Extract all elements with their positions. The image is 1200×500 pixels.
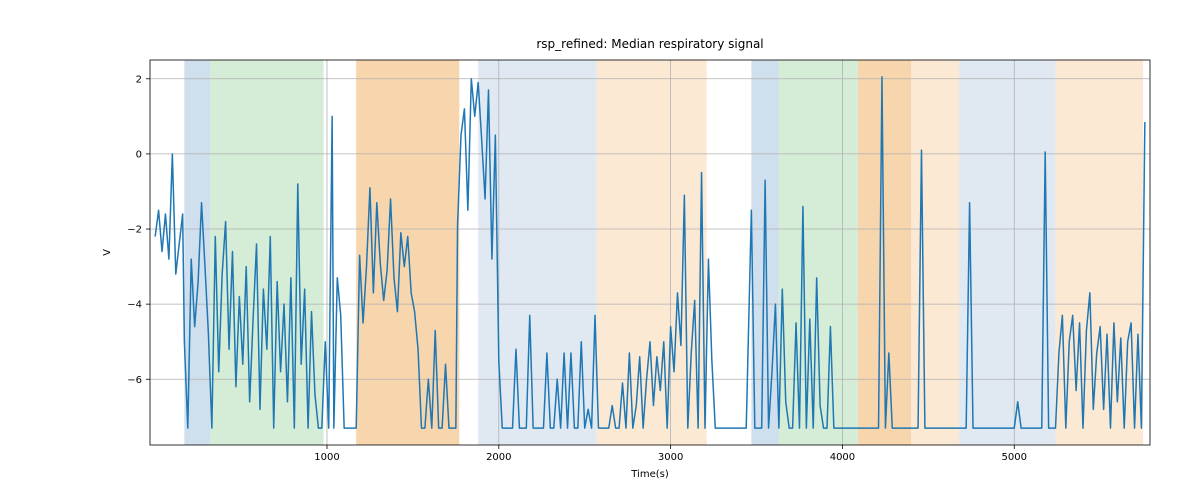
band — [779, 60, 858, 445]
chart-svg: rsp_refined: Median respiratory signal 1… — [0, 0, 1200, 500]
x-tick-label: 4000 — [830, 452, 855, 463]
y-tick-label: 0 — [136, 149, 142, 160]
chart-container: rsp_refined: Median respiratory signal 1… — [0, 0, 1200, 500]
x-tick-label: 1000 — [314, 452, 339, 463]
y-ticks: −6 −4 −2 0 2 — [127, 74, 150, 385]
band — [1055, 60, 1143, 445]
y-tick-label: 2 — [136, 74, 142, 85]
x-tick-label: 5000 — [1002, 452, 1027, 463]
x-tick-label: 3000 — [658, 452, 683, 463]
x-tick-label: 2000 — [486, 452, 511, 463]
y-tick-label: −4 — [127, 300, 142, 311]
x-ticks: 1000 2000 3000 4000 5000 — [314, 445, 1027, 463]
x-axis-label: Time(s) — [630, 469, 669, 480]
plot-area — [150, 60, 1150, 445]
y-axis-label: V — [102, 249, 113, 256]
background-bands — [184, 60, 1143, 445]
band — [751, 60, 778, 445]
y-tick-label: −2 — [127, 225, 142, 236]
band — [959, 60, 1055, 445]
y-tick-label: −6 — [127, 375, 142, 386]
chart-title: rsp_refined: Median respiratory signal — [536, 37, 763, 51]
